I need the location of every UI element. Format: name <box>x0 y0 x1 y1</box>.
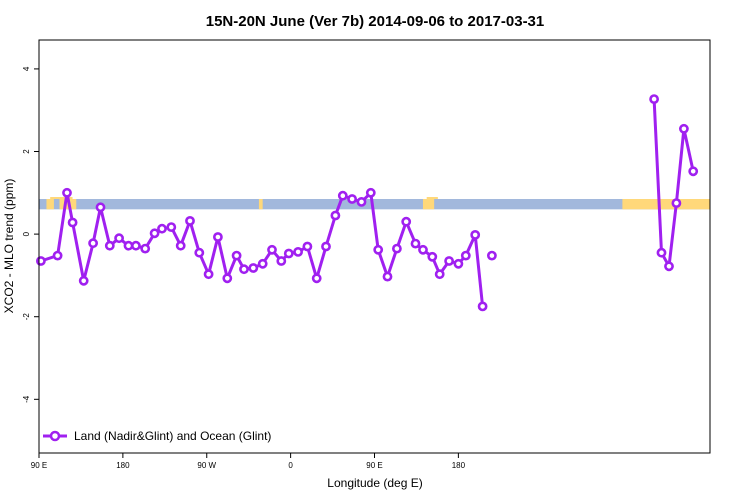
land-segment <box>258 199 263 210</box>
land-fringe <box>50 197 73 200</box>
data-point <box>453 258 464 269</box>
data-point <box>175 240 186 251</box>
data-point <box>391 243 402 254</box>
land-segment <box>46 199 54 210</box>
y-tick-label: 2 <box>22 149 31 154</box>
data-point <box>239 264 249 275</box>
chart-title: 15N-20N June (Ver 7b) 2014-09-06 to 2017… <box>206 13 545 30</box>
y-tick-label: 0 <box>22 231 31 236</box>
data-point <box>185 215 195 226</box>
land-fringe <box>426 197 438 200</box>
data-point <box>222 273 233 284</box>
y-axis-label: XCO2 - MLO trend (ppm) <box>2 179 16 314</box>
data-point <box>88 238 98 249</box>
data-point <box>664 261 674 272</box>
x-tick-label: 90 E <box>366 461 382 470</box>
data-point <box>373 244 384 255</box>
data-point <box>302 241 313 252</box>
data-point <box>248 263 259 273</box>
data-point <box>410 238 421 249</box>
series-line <box>652 99 695 268</box>
data-point <box>67 217 78 228</box>
data-point <box>276 256 287 266</box>
data-point <box>283 248 294 259</box>
data-point <box>401 216 412 227</box>
data-point <box>36 256 46 266</box>
x-tick-label: 0 <box>288 461 293 470</box>
data-point <box>477 301 488 312</box>
data-point <box>347 194 357 204</box>
data-point <box>356 196 367 207</box>
point-layer <box>36 94 699 312</box>
data-point <box>267 244 277 255</box>
data-point <box>194 247 205 258</box>
data-point <box>330 210 341 221</box>
data-point <box>418 244 428 255</box>
data-point <box>671 198 682 208</box>
land-segment <box>622 199 710 210</box>
data-point <box>203 269 214 280</box>
x-tick-label: 180 <box>452 461 466 470</box>
legend-marker-swatch <box>49 430 61 442</box>
data-point <box>427 251 438 262</box>
data-point <box>52 250 63 261</box>
data-point <box>114 233 124 244</box>
data-point <box>688 166 699 177</box>
x-tick-label: 90 E <box>31 461 47 470</box>
data-point <box>382 271 393 282</box>
data-point <box>311 273 322 284</box>
y-axis: -4 -2 0 2 4 <box>22 66 39 403</box>
surface-band <box>39 197 710 210</box>
data-point <box>434 269 445 280</box>
data-point <box>130 240 141 251</box>
y-tick-label: -2 <box>22 313 31 321</box>
data-point <box>470 229 481 240</box>
data-point <box>656 247 667 258</box>
data-point <box>337 190 348 201</box>
x-axis-label: Longitude (deg E) <box>327 476 422 490</box>
legend: Land (Nadir&Glint) and Ocean (Glint) <box>43 429 271 443</box>
data-point <box>78 275 89 286</box>
ocean-band <box>39 199 710 210</box>
data-point <box>460 250 471 261</box>
data-point <box>486 250 497 261</box>
x-tick-label: 90 W <box>197 461 216 470</box>
data-point <box>149 228 160 239</box>
y-tick-label: 4 <box>22 66 31 71</box>
data-point <box>679 123 689 134</box>
data-point <box>257 258 268 269</box>
data-point <box>444 256 454 266</box>
land-segment <box>422 199 435 210</box>
data-point <box>104 240 115 251</box>
data-point <box>293 246 303 257</box>
data-point <box>231 250 242 261</box>
data-point <box>62 187 72 198</box>
data-point <box>166 222 177 232</box>
data-point <box>365 187 376 198</box>
data-point <box>95 202 106 213</box>
data-point <box>321 241 331 252</box>
legend-entry-label: Land (Nadir&Glint) and Ocean (Glint) <box>74 429 271 443</box>
data-point <box>212 232 223 242</box>
data-point <box>157 223 167 234</box>
data-point <box>649 94 659 104</box>
x-axis: 90 E 180 90 W 0 90 E 180 <box>31 453 466 470</box>
y-tick-label: -4 <box>22 395 31 403</box>
x-tick-label: 180 <box>116 461 130 470</box>
data-point <box>140 243 151 254</box>
